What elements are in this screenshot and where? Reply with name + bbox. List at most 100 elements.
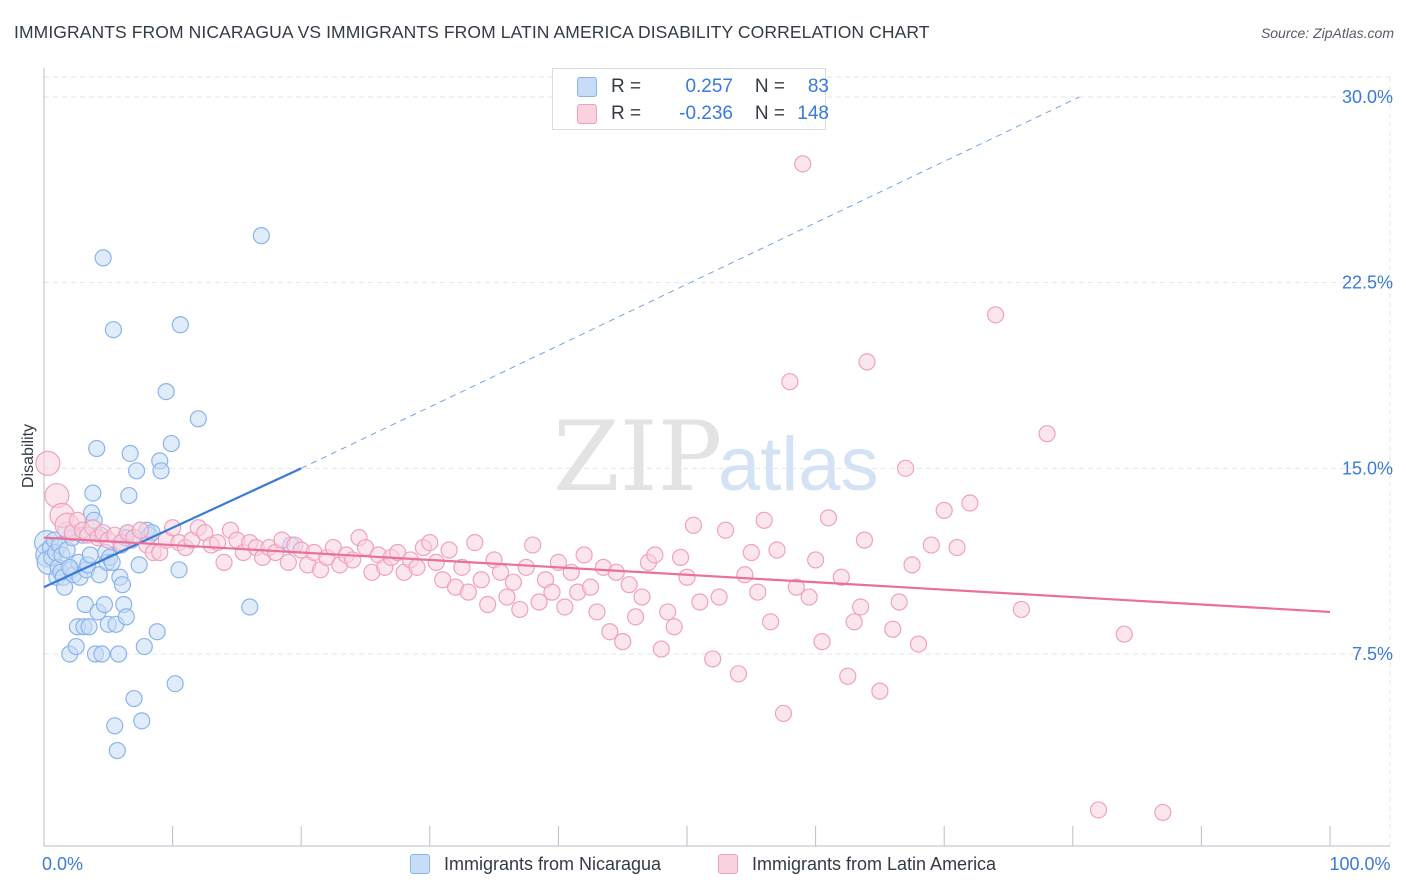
point-latin-america	[1012, 600, 1030, 619]
point-latin-america	[909, 635, 928, 653]
r-value: -0.236	[679, 103, 733, 124]
point-nicaragua	[76, 595, 94, 614]
point-nicaragua	[113, 576, 132, 594]
point-latin-america	[453, 558, 471, 576]
r-value: 0.257	[685, 76, 733, 97]
point-latin-america	[749, 583, 767, 601]
point-latin-america	[852, 598, 870, 616]
point-latin-america	[524, 536, 542, 554]
point-latin-america	[614, 633, 632, 651]
point-latin-america	[774, 704, 793, 723]
point-nicaragua	[117, 608, 135, 626]
point-latin-america	[427, 553, 445, 572]
point-latin-america	[659, 603, 677, 621]
point-latin-america	[948, 538, 966, 557]
watermark-atlas: atlas	[718, 422, 879, 507]
point-latin-america	[781, 373, 799, 391]
stats-swatch-latin-america	[577, 104, 597, 124]
point-nicaragua	[84, 484, 102, 502]
point-latin-america	[819, 509, 838, 527]
point-latin-america	[710, 588, 728, 606]
point-latin-america	[987, 306, 1005, 324]
point-latin-america	[530, 593, 548, 611]
legend-swatch-latin-america	[718, 854, 738, 874]
point-latin-america	[832, 568, 850, 586]
point-latin-america	[884, 620, 902, 638]
point-nicaragua	[94, 249, 112, 267]
point-latin-america	[543, 583, 561, 601]
point-latin-america	[498, 588, 516, 606]
point-nicaragua	[125, 689, 143, 708]
watermark-zip: ZIP	[553, 401, 722, 513]
n-value: 83	[807, 76, 829, 97]
point-nicaragua	[162, 434, 180, 453]
point-latin-america	[665, 618, 683, 636]
grid-lines	[44, 76, 1391, 846]
point-latin-america	[466, 533, 484, 552]
point-latin-america	[421, 533, 439, 552]
point-latin-america	[620, 576, 638, 594]
chart-title: IMMIGRANTS FROM NICARAGUA VS IMMIGRANTS …	[14, 22, 930, 42]
point-latin-america	[806, 551, 825, 569]
n-value: 148	[797, 103, 829, 124]
point-latin-america	[845, 613, 863, 631]
point-latin-america	[646, 546, 664, 564]
point-latin-america	[813, 633, 831, 651]
data-points	[33, 155, 1172, 822]
point-latin-america	[479, 595, 497, 614]
point-latin-america	[787, 578, 805, 596]
x-tick-label: 0.0%	[42, 854, 83, 874]
point-nicaragua	[93, 645, 111, 663]
point-nicaragua	[55, 578, 74, 596]
point-latin-america	[761, 613, 780, 631]
point-latin-america	[607, 563, 625, 581]
point-latin-america	[131, 521, 150, 539]
trend-line-latin-america	[43, 536, 1331, 614]
point-latin-america	[279, 553, 297, 572]
stats-row-nicaragua: R = 0.257 N = 83	[577, 74, 829, 100]
point-latin-america	[459, 583, 477, 601]
point-nicaragua	[170, 561, 188, 579]
point-nicaragua	[90, 566, 108, 584]
point-latin-america	[1038, 425, 1056, 443]
point-latin-america	[755, 511, 773, 529]
point-nicaragua	[130, 556, 148, 574]
point-latin-america	[517, 558, 535, 576]
point-nicaragua	[135, 637, 153, 656]
point-latin-america	[684, 516, 703, 534]
y-tick-label: 7.5%	[1352, 644, 1393, 664]
n-label: N =	[754, 103, 785, 124]
point-latin-america	[691, 593, 709, 611]
y-tick-label: 30.0%	[1342, 87, 1393, 107]
point-latin-america	[1154, 803, 1172, 822]
point-latin-america	[890, 593, 908, 611]
legend-label-latin-america: Immigrants from Latin America	[752, 853, 997, 874]
point-latin-america	[768, 541, 786, 559]
point-latin-america	[729, 665, 748, 683]
point-latin-america	[704, 650, 722, 668]
point-nicaragua	[120, 486, 138, 505]
point-latin-america	[716, 521, 735, 539]
legend-item-latin-america[interactable]: Immigrants from Latin America	[718, 852, 996, 876]
point-nicaragua	[241, 598, 259, 616]
point-latin-america	[504, 573, 522, 591]
point-latin-america	[601, 623, 619, 641]
point-latin-america	[903, 556, 921, 574]
legend-item-nicaragua[interactable]: Immigrants from Nicaragua	[410, 852, 661, 876]
point-latin-america	[858, 353, 876, 371]
point-latin-america	[434, 571, 452, 589]
point-nicaragua	[67, 637, 85, 656]
x-tick-label: 100.0%	[1329, 854, 1390, 874]
point-nicaragua	[189, 410, 207, 428]
y-tick-label: 15.0%	[1342, 458, 1393, 478]
point-latin-america	[389, 543, 407, 562]
point-nicaragua	[127, 462, 146, 480]
point-latin-america	[922, 536, 940, 554]
point-nicaragua	[121, 444, 139, 463]
point-nicaragua	[95, 595, 114, 614]
watermark: ZIP atlas	[553, 401, 879, 513]
point-latin-america	[794, 155, 812, 173]
point-nicaragua	[88, 439, 106, 458]
n-label: N =	[754, 76, 785, 97]
